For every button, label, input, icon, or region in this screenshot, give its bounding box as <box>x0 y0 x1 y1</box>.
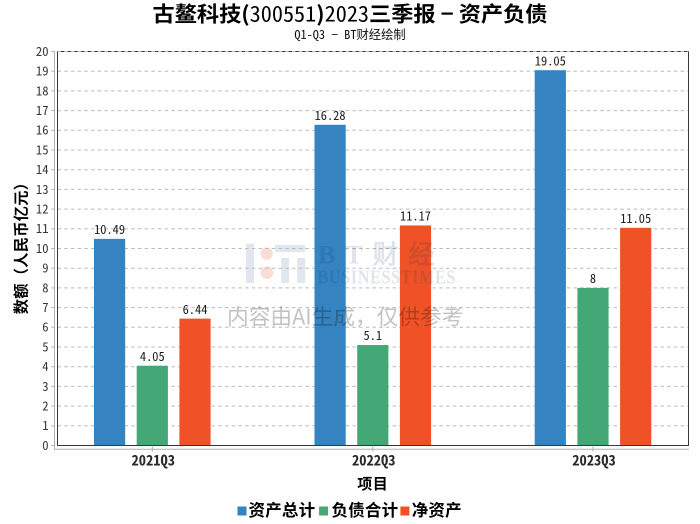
svg-text:17: 17 <box>36 100 49 119</box>
svg-text:6: 6 <box>42 317 48 336</box>
svg-text:11.05: 11.05 <box>620 209 651 227</box>
svg-text:19: 19 <box>36 61 49 80</box>
svg-text:12: 12 <box>36 198 49 217</box>
svg-text:2021Q3: 2021Q3 <box>132 450 176 471</box>
svg-text:10.49: 10.49 <box>94 220 125 238</box>
svg-text:1: 1 <box>42 415 48 434</box>
svg-text:2022Q3: 2022Q3 <box>352 450 396 471</box>
svg-text:18: 18 <box>36 80 49 99</box>
svg-text:0: 0 <box>42 435 48 454</box>
svg-text:负债合计: 负债合计 <box>332 497 399 521</box>
svg-text:15: 15 <box>36 139 49 158</box>
svg-text:6.44: 6.44 <box>183 300 208 318</box>
svg-text:5: 5 <box>42 336 48 355</box>
svg-text:16: 16 <box>36 120 49 139</box>
svg-text:2023Q3: 2023Q3 <box>572 450 616 471</box>
svg-text:净资产: 净资产 <box>412 497 462 521</box>
svg-text:2: 2 <box>42 395 48 414</box>
svg-text:20: 20 <box>36 41 49 60</box>
svg-text:项目: 项目 <box>357 473 388 494</box>
svg-text:13: 13 <box>36 179 49 198</box>
svg-text:10: 10 <box>36 238 49 257</box>
svg-text:数额（人民币亿元）: 数额（人民币亿元） <box>10 175 32 314</box>
svg-text:5.1: 5.1 <box>364 326 383 344</box>
svg-text:BT财经: BT财经 <box>318 240 445 270</box>
svg-text:16.28: 16.28 <box>315 106 346 124</box>
svg-text:19.05: 19.05 <box>535 51 566 69</box>
svg-text:4.05: 4.05 <box>140 347 165 365</box>
svg-text:3: 3 <box>42 376 48 395</box>
svg-text:Q1-Q3 − BT财经绘制: Q1-Q3 − BT财经绘制 <box>294 25 405 43</box>
svg-text:7: 7 <box>42 297 48 316</box>
svg-text:8: 8 <box>590 269 596 287</box>
svg-text:资产总计: 资产总计 <box>249 497 316 521</box>
svg-text:14: 14 <box>36 159 49 178</box>
svg-text:11: 11 <box>36 218 49 237</box>
svg-text:内容由AI生成，仅供参考: 内容由AI生成，仅供参考 <box>227 301 463 332</box>
svg-text:8: 8 <box>42 277 48 296</box>
svg-text:9: 9 <box>42 258 48 277</box>
svg-text:11.17: 11.17 <box>400 207 431 225</box>
svg-text:4: 4 <box>42 356 48 375</box>
svg-text:BUSINESSTIMES: BUSINESSTIMES <box>318 266 457 288</box>
